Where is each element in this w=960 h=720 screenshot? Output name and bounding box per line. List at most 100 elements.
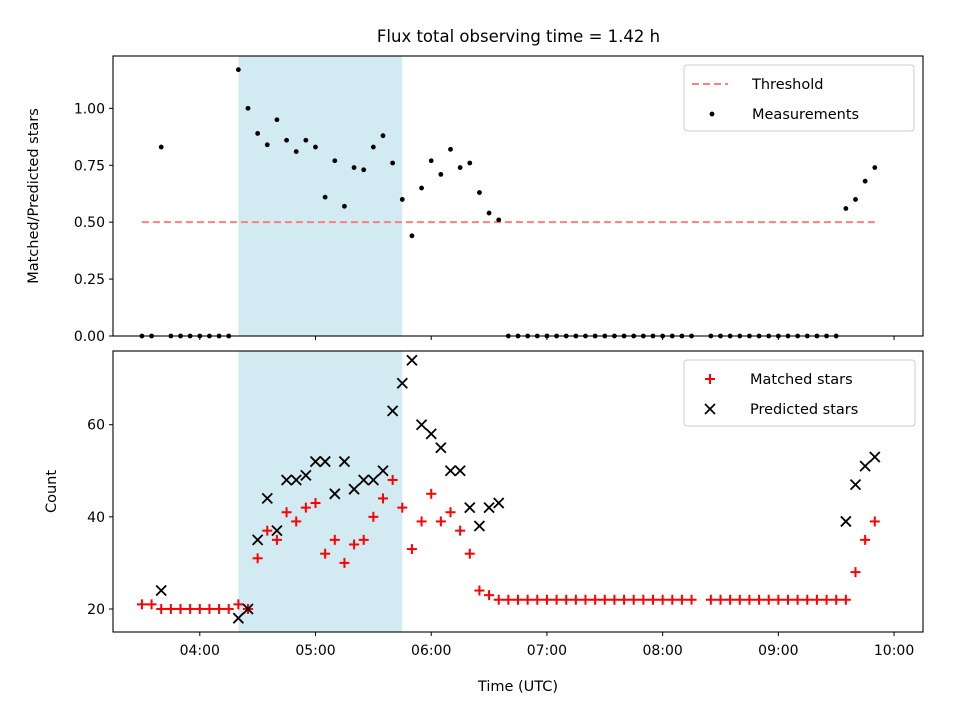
matched-point xyxy=(860,534,871,545)
predicted-point xyxy=(425,428,437,440)
bottom-legend: Matched stars Predicted stars xyxy=(683,359,916,427)
predicted-point xyxy=(367,474,379,486)
measurement-point xyxy=(477,190,482,195)
matched-point xyxy=(580,594,591,605)
matched-point xyxy=(262,525,273,536)
matched-point xyxy=(416,516,427,527)
bottom-x-tick-label: 08:00 xyxy=(642,643,682,659)
matched-point xyxy=(484,590,495,601)
matched-point xyxy=(676,594,687,605)
predicted-point xyxy=(290,474,302,486)
matched-point xyxy=(513,594,523,605)
matched-point xyxy=(329,534,340,545)
matched-point xyxy=(840,594,851,605)
matched-point xyxy=(725,594,736,605)
matched-point xyxy=(339,557,350,568)
matched-point xyxy=(734,594,745,605)
top-legend-box xyxy=(683,64,915,132)
top-legend-label: Threshold xyxy=(751,77,823,93)
matched-point xyxy=(715,594,726,605)
bottom-panel: 20 40 60 04:00 05:00 06:00 07:00 08:00 09:00 10:0… xyxy=(44,350,924,695)
predicted-point xyxy=(271,525,283,537)
matched-point xyxy=(821,594,832,605)
measurement-point xyxy=(264,142,270,148)
matched-point xyxy=(754,594,765,605)
bottom-legend-label: Predicted stars xyxy=(750,402,858,418)
matched-point xyxy=(378,493,388,504)
measurement-point xyxy=(303,137,309,143)
matched-point xyxy=(802,594,813,605)
matched-point xyxy=(609,594,620,605)
matched-point xyxy=(599,594,610,605)
matched-point xyxy=(532,594,543,605)
predicted-point xyxy=(849,478,862,491)
measurement-point xyxy=(399,197,405,202)
predicted-point xyxy=(319,455,331,468)
matched-point xyxy=(358,534,369,545)
measurement-point xyxy=(448,146,453,152)
predicted-point xyxy=(840,515,852,528)
matched-point xyxy=(406,544,417,555)
measurement-point xyxy=(370,144,376,150)
predicted-point xyxy=(415,419,428,431)
bottom-x-tick-label: 10:00 xyxy=(874,643,914,659)
matched-point xyxy=(541,594,552,605)
predicted-point xyxy=(358,474,370,486)
matched-point xyxy=(503,594,514,605)
matched-point xyxy=(648,594,658,605)
matched-point xyxy=(271,534,282,545)
bottom-axes-frame xyxy=(112,350,924,633)
measurement-point xyxy=(158,144,164,150)
matched-point xyxy=(705,594,716,605)
matched-point xyxy=(368,511,379,522)
matched-point xyxy=(204,603,215,614)
top-y-tick-label: 0.75 xyxy=(74,158,105,174)
matched-point xyxy=(233,599,244,610)
bottom-x-tick-label: 06:00 xyxy=(411,643,451,659)
matched-point xyxy=(831,594,842,605)
measurement-point xyxy=(428,158,434,164)
matched-point xyxy=(426,488,437,499)
predicted-point xyxy=(869,451,881,463)
top-highlight-span xyxy=(238,56,403,336)
predicted-point xyxy=(300,469,312,482)
bottom-x-tick-label: 07:00 xyxy=(527,643,567,659)
matched-point xyxy=(686,594,697,605)
measurement-point xyxy=(419,185,424,191)
predicted-point xyxy=(444,465,457,477)
bottom-legend-box xyxy=(683,359,916,427)
measurement-point xyxy=(872,165,878,170)
predicted-point xyxy=(232,612,244,624)
measurement-point xyxy=(853,197,858,202)
top-series-1 xyxy=(139,67,878,339)
predicted-point xyxy=(309,455,322,468)
predicted-point xyxy=(155,584,167,597)
legend-measurements-swatch xyxy=(709,111,715,117)
measurement-point xyxy=(862,178,868,184)
matched-point xyxy=(570,594,581,605)
matched-point xyxy=(397,502,408,513)
matched-point xyxy=(464,548,475,559)
matched-point xyxy=(667,594,678,605)
matched-point xyxy=(310,498,321,509)
matched-point xyxy=(638,594,649,605)
top-y-tick-label: 1.00 xyxy=(74,101,105,117)
matched-point xyxy=(744,594,755,605)
bottom-y-tick-label: 40 xyxy=(87,510,105,526)
top-legend-label: Measurements xyxy=(752,107,859,123)
predicted-point xyxy=(473,520,486,532)
measurement-point xyxy=(486,210,492,216)
matched-point xyxy=(811,594,822,605)
matched-point xyxy=(175,603,186,614)
measurement-point xyxy=(409,233,415,239)
matched-point xyxy=(445,507,456,518)
bottom-y-axis-label: Count xyxy=(44,470,60,513)
matched-point xyxy=(590,594,601,605)
matched-point xyxy=(214,603,225,614)
x-axis-label: Time (UTC) xyxy=(477,679,558,695)
measurement-point xyxy=(284,137,289,143)
matched-point xyxy=(223,603,234,614)
measurement-point xyxy=(467,160,473,166)
matched-point xyxy=(792,594,803,605)
